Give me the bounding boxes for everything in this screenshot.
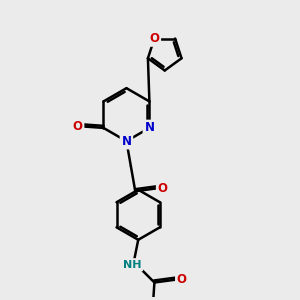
Text: NH: NH (123, 260, 142, 270)
Text: O: O (149, 32, 159, 45)
Text: O: O (177, 273, 187, 286)
Text: O: O (158, 182, 168, 195)
Text: N: N (144, 122, 154, 134)
Text: O: O (73, 120, 82, 133)
Text: N: N (122, 135, 131, 148)
